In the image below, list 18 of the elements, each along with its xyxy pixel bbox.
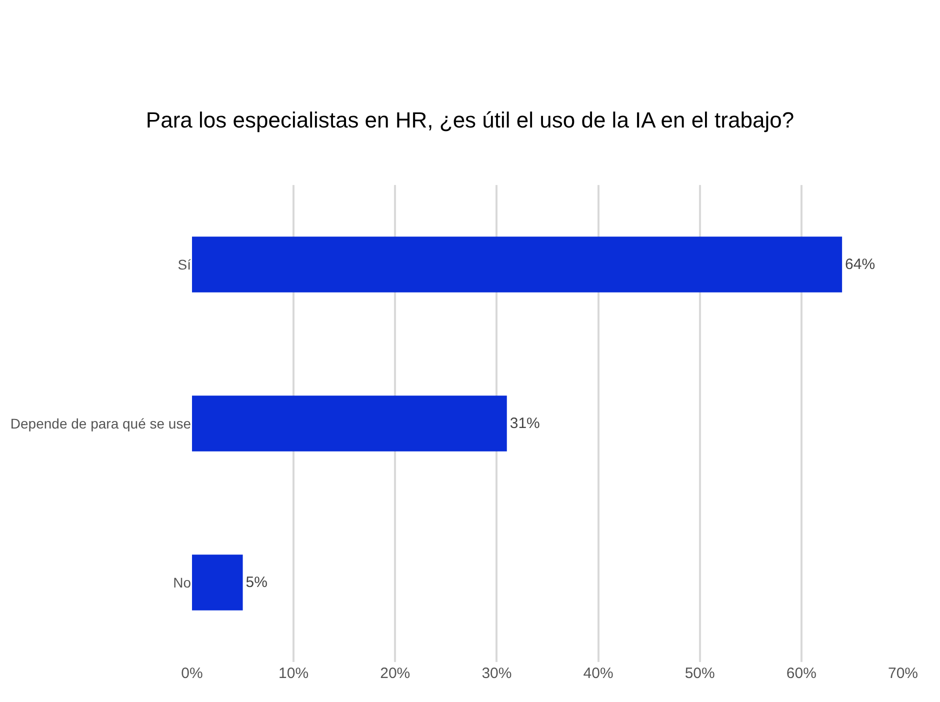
x-tick-label: 70% xyxy=(888,665,918,682)
x-tick-label: 40% xyxy=(583,665,614,682)
y-tick-label: No xyxy=(173,574,192,590)
x-tick-label: 0% xyxy=(181,665,203,682)
x-tick-label: 20% xyxy=(380,665,410,682)
x-tick-label: 50% xyxy=(684,665,715,682)
data-label: 31% xyxy=(510,415,540,432)
x-tick-label: 30% xyxy=(482,665,512,682)
bar xyxy=(192,236,842,292)
x-tick-label: 10% xyxy=(278,665,309,682)
y-tick-label: Sí xyxy=(178,256,192,272)
bar xyxy=(192,554,243,610)
data-label: 5% xyxy=(246,574,268,592)
y-tick-label: Depende de para qué se use xyxy=(10,415,192,432)
chart-title: Para los especialistas en HR, ¿es útil el uso de la IA en el trabajo? xyxy=(146,108,794,133)
x-tick-label: 60% xyxy=(786,665,816,682)
data-label: 64% xyxy=(845,256,876,274)
bar xyxy=(192,396,507,452)
